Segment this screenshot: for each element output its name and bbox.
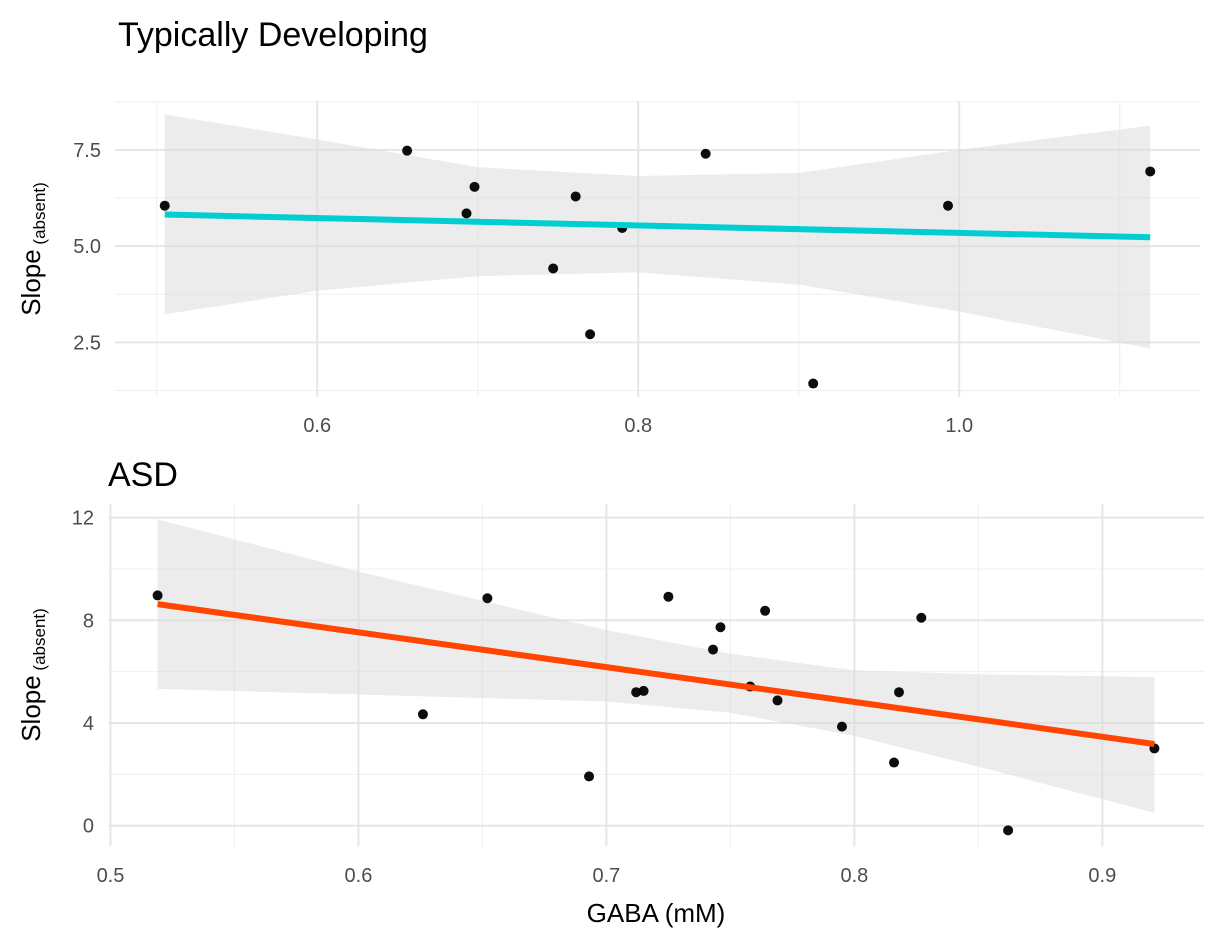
data-point — [760, 605, 771, 616]
y-axis-label-main: Slope — [16, 675, 46, 742]
data-point — [1003, 825, 1014, 836]
data-point — [548, 263, 559, 274]
data-point — [417, 709, 428, 720]
y-tick-label: 5.0 — [73, 236, 101, 258]
data-point — [772, 695, 783, 706]
data-point — [808, 378, 819, 389]
y-tick-label: 0 — [83, 816, 94, 838]
x-tick-label: 0.8 — [840, 865, 868, 887]
panel-asd: 0.5 0.6 0.7 0.8 0.9 0 4 8 12 ASD Slope (absent) GAB… — [16, 456, 1204, 928]
x-tick-label: 0.7 — [593, 865, 621, 887]
confidence-ribbon — [164, 114, 1151, 349]
data-point — [631, 687, 642, 698]
data-point — [836, 721, 847, 732]
data-point — [894, 687, 905, 698]
panel-typically-developing: 0.6 0.8 1.0 2.5 5.0 7.5 Typically Developing Sl… — [16, 16, 1200, 437]
x-tick-label: 0.5 — [97, 865, 125, 887]
panel-title: Typically Developing — [118, 16, 428, 54]
panel-title: ASD — [108, 456, 178, 494]
data-point — [585, 329, 596, 340]
data-point — [700, 148, 711, 159]
data-point — [943, 200, 954, 211]
data-point — [402, 145, 413, 156]
x-tick-label: 0.8 — [624, 415, 652, 437]
regression-line — [157, 601, 1155, 748]
x-tick-label: 1.0 — [945, 415, 973, 437]
data-point — [461, 208, 472, 219]
data-point — [663, 591, 674, 602]
y-tick-label: 2.5 — [73, 332, 101, 354]
y-axis-label-subscript: (absent) — [30, 608, 49, 675]
y-tick-label: 8 — [83, 610, 94, 632]
y-axis-label-subscript: (absent) — [30, 182, 49, 249]
y-tick-label: 4 — [83, 713, 94, 735]
data-point — [152, 590, 163, 601]
data-point — [708, 644, 719, 655]
x-tick-label: 0.6 — [345, 865, 373, 887]
data-point — [1145, 166, 1156, 177]
data-point — [570, 191, 581, 202]
y-tick-label: 7.5 — [73, 140, 101, 162]
y-tick-label: 12 — [72, 508, 94, 530]
data-point — [469, 181, 480, 192]
x-axis-label: GABA (mM) — [587, 898, 726, 928]
y-axis-label: Slope (absent) — [16, 608, 49, 742]
y-axis-label-main: Slope — [16, 249, 46, 316]
data-point — [159, 200, 170, 211]
data-point — [715, 622, 726, 633]
regression-line — [164, 211, 1151, 241]
data-point — [638, 685, 649, 696]
data-point — [889, 757, 900, 768]
x-tick-label: 0.6 — [303, 415, 331, 437]
data-point — [916, 612, 927, 623]
confidence-ribbon — [157, 519, 1155, 813]
x-tick-label: 0.9 — [1088, 865, 1116, 887]
data-point — [482, 593, 493, 604]
data-point — [584, 771, 595, 782]
y-axis-label: Slope (absent) — [16, 182, 49, 316]
